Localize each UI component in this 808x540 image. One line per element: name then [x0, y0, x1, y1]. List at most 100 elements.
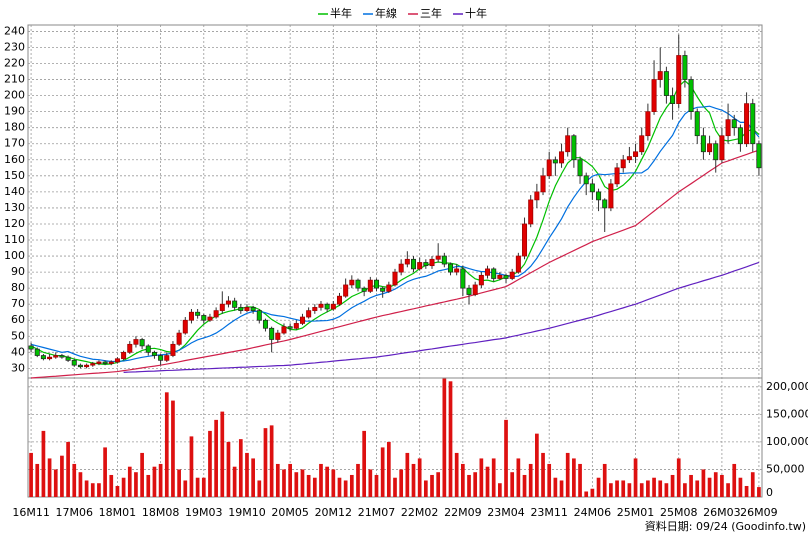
volume-bar	[35, 463, 40, 497]
volume-bar	[60, 455, 64, 497]
candle-body	[367, 279, 373, 292]
candle-body	[349, 279, 355, 286]
y-tick-label: 200	[4, 89, 25, 102]
volume-bar	[485, 466, 490, 497]
x-tick-label: 20M12	[315, 506, 353, 519]
candle-body	[121, 351, 127, 360]
volume-bar	[177, 469, 181, 497]
volume-bar	[652, 477, 656, 497]
volume-tick-label: 200,000	[766, 380, 808, 393]
volume-bar	[596, 477, 601, 497]
volume-bar	[405, 452, 410, 497]
volume-bar	[460, 463, 465, 497]
y-tick-label: 190	[4, 105, 25, 118]
candle-body	[423, 262, 429, 267]
candle-body	[90, 363, 96, 366]
candle-body	[59, 355, 65, 358]
candle-body	[744, 103, 750, 145]
volume-bar	[146, 474, 151, 497]
volume-bar	[164, 392, 169, 497]
candle-body	[731, 119, 737, 129]
ma-line	[123, 261, 760, 373]
legend-label: 半年	[330, 6, 352, 20]
candle-body	[559, 151, 565, 164]
x-tick-label: 16M11	[12, 506, 50, 519]
volume-bar	[547, 463, 552, 497]
volume-bar	[331, 469, 336, 497]
candle-body	[571, 135, 577, 161]
candle-body	[626, 156, 632, 161]
volume-bar	[183, 480, 188, 497]
y-tick-label: 170	[4, 137, 25, 150]
candle-body	[336, 295, 342, 305]
candle-body	[491, 268, 497, 279]
candle-body	[688, 79, 694, 112]
volume-bar	[541, 452, 545, 497]
volume-bar	[658, 480, 663, 497]
plot-frame	[27, 24, 763, 498]
volume-bar	[325, 466, 330, 497]
candle-body	[225, 300, 231, 305]
ma-line	[31, 149, 760, 379]
candle-body	[497, 274, 503, 279]
volume-bar	[374, 474, 379, 497]
candle-body	[472, 284, 478, 295]
volume-bar	[621, 480, 626, 497]
candle-body	[756, 143, 762, 169]
x-tick-label: 24M06	[574, 506, 612, 519]
volume-bar	[744, 485, 749, 497]
footer: 資料日期: 09/24 (Goodinfo.tw)	[645, 519, 806, 533]
candle-body	[232, 300, 238, 308]
candle-body	[614, 167, 620, 185]
candle-body	[466, 287, 472, 295]
volume-bar	[294, 472, 299, 497]
volume-bar	[442, 378, 447, 497]
volume-bar	[535, 433, 539, 497]
candle-body	[158, 355, 164, 361]
volume-bar	[158, 463, 163, 497]
volume-bar	[504, 419, 508, 497]
candle-body	[108, 361, 114, 364]
candle-body	[287, 326, 293, 329]
volume-bar	[127, 466, 132, 497]
volume-bar	[152, 466, 157, 497]
x-tick-label: 17M06	[56, 506, 94, 519]
candle-body	[195, 311, 201, 316]
volume-bar	[602, 463, 607, 497]
candle-body	[262, 319, 268, 329]
candle-body	[750, 103, 756, 145]
volume-bar	[423, 480, 428, 497]
volume-bar	[510, 472, 515, 497]
candle-body	[386, 284, 392, 292]
x-tick-label: 19M03	[185, 506, 223, 519]
volume-bar	[109, 474, 114, 497]
volume-bar	[411, 463, 416, 497]
y-tick-label: 60	[11, 313, 25, 326]
volume-bar	[565, 452, 570, 497]
volume-bar	[646, 480, 650, 497]
volume-bar	[633, 458, 638, 497]
candle-body	[577, 159, 583, 177]
volume-bar	[97, 483, 101, 497]
candle-body	[596, 191, 602, 201]
y-tick-label: 240	[4, 24, 25, 37]
volume-bar	[257, 480, 262, 497]
volume-bar	[448, 381, 453, 497]
candle-body	[164, 355, 170, 361]
volume-bar	[29, 452, 33, 497]
candle-body	[269, 327, 275, 340]
volume-bar	[84, 480, 89, 497]
candle-body	[429, 258, 435, 267]
candle-body	[28, 345, 34, 350]
candle-body	[651, 79, 657, 112]
candle-body	[398, 263, 404, 273]
candle-body	[448, 263, 454, 273]
candle-body	[71, 360, 77, 366]
volume-bar	[275, 463, 280, 497]
volume-bar	[189, 436, 194, 497]
volume-bar	[226, 441, 231, 497]
y-tick-label: 30	[11, 361, 25, 374]
candle-body	[299, 316, 305, 324]
volume-bar	[78, 472, 83, 497]
